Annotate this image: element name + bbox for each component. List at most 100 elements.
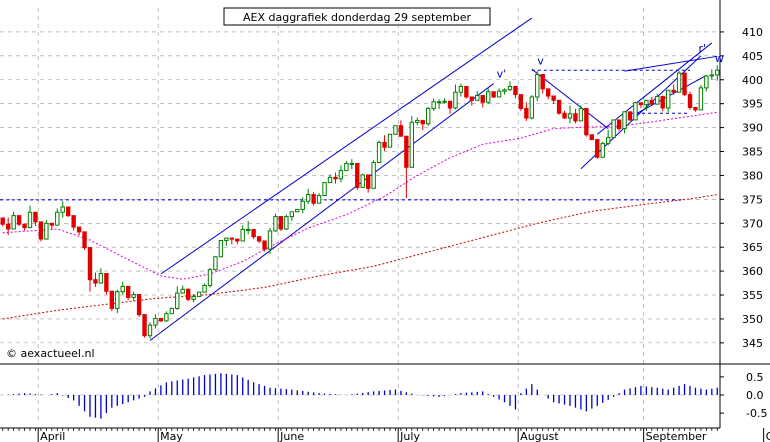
candle-body [267, 230, 273, 250]
month-label: September [646, 430, 707, 442]
candle-body [44, 222, 49, 240]
candle-body [649, 99, 655, 105]
candle-body [502, 89, 507, 92]
candle-body [60, 206, 65, 213]
candle-body [638, 102, 644, 106]
candle-body [436, 101, 442, 104]
candle-body [671, 89, 676, 93]
candle-body [655, 96, 660, 105]
candle-body [485, 91, 491, 103]
candle-body [360, 174, 365, 188]
candle-body [513, 85, 518, 96]
moving-average-long [2, 194, 718, 320]
candle-body [175, 292, 180, 309]
candle-body [464, 85, 469, 98]
month-label: July [399, 430, 420, 442]
candle-body [676, 72, 682, 93]
channel-label: v [537, 54, 544, 67]
candle-body [627, 111, 633, 121]
candle-body [491, 91, 496, 98]
candle-body [22, 223, 27, 229]
candle-body [147, 324, 153, 337]
trend-channel-line [624, 55, 718, 72]
y-tick-label: 360 [742, 265, 763, 278]
moving-averages [2, 111, 718, 320]
candle-body [98, 273, 104, 284]
candle-body [540, 73, 545, 90]
y-tick-label: 350 [742, 313, 763, 326]
y-tick-label: 385 [742, 146, 763, 159]
candle-body [355, 162, 360, 188]
candle-body [300, 200, 305, 210]
candle-body [316, 195, 322, 204]
candle-body [38, 221, 44, 240]
candle-body [207, 269, 213, 286]
candle-body [11, 215, 16, 230]
y-tick-label: 370 [742, 217, 763, 230]
candle-body [442, 100, 447, 103]
candle-body [224, 237, 229, 241]
osc-tick-label: -0.5 [746, 407, 767, 420]
candle-body [284, 216, 289, 230]
candle-body [65, 206, 71, 217]
candle-body [524, 107, 529, 119]
candle-body [589, 134, 595, 141]
candle-body [202, 284, 207, 293]
candle-body [387, 133, 393, 148]
y-tick-label: 355 [742, 289, 763, 302]
candle-body [262, 240, 267, 250]
month-label: October [766, 430, 770, 442]
candle-body [704, 75, 709, 89]
y-tick-label: 400 [742, 74, 763, 87]
grid-lines [0, 8, 720, 424]
trend-channel-line [596, 42, 713, 135]
month-label: May [160, 430, 183, 442]
candle-body [5, 223, 11, 230]
candle-body [344, 162, 349, 172]
month-label: June [279, 430, 304, 442]
candle-body [278, 216, 284, 230]
candle-body [109, 290, 115, 309]
candle-body [447, 100, 453, 109]
candle-body [469, 96, 475, 101]
candle-body [349, 162, 355, 165]
channel-label: r' [698, 42, 706, 55]
month-label: April [40, 430, 65, 442]
candle-body [125, 285, 131, 298]
candle-body [235, 238, 240, 242]
candle-body [295, 208, 300, 213]
candle-body [191, 295, 196, 300]
candle-body [311, 194, 316, 204]
candle-body [196, 291, 202, 297]
candle-body [458, 85, 464, 93]
candle-body [229, 237, 235, 240]
y-tick-label: 365 [742, 241, 763, 254]
candle-body [289, 211, 295, 218]
y-tick-label: 405 [742, 50, 763, 63]
candle-body [142, 314, 147, 337]
candle-body [611, 119, 616, 139]
trend-channel-line [149, 83, 494, 341]
candle-body [365, 174, 371, 189]
candle-body [600, 142, 605, 158]
candle-body [567, 113, 573, 119]
channel-label: w [715, 52, 724, 65]
candle-body [55, 211, 60, 226]
y-tick-label: 380 [742, 169, 763, 182]
candle-body [415, 119, 420, 123]
chart-title: AEX daggrafiek donderdag 29 september [243, 11, 472, 24]
candle-body [693, 107, 698, 111]
candle-body [376, 141, 382, 164]
candle-body [715, 69, 720, 76]
candle-body [616, 119, 622, 130]
candle-body [682, 72, 687, 96]
candle-body [93, 279, 98, 284]
candle-body [660, 96, 665, 109]
title-box [223, 7, 491, 26]
candle-body [322, 182, 327, 197]
candle-body [480, 95, 485, 103]
candle-body [371, 162, 376, 189]
candle-body [71, 215, 76, 228]
